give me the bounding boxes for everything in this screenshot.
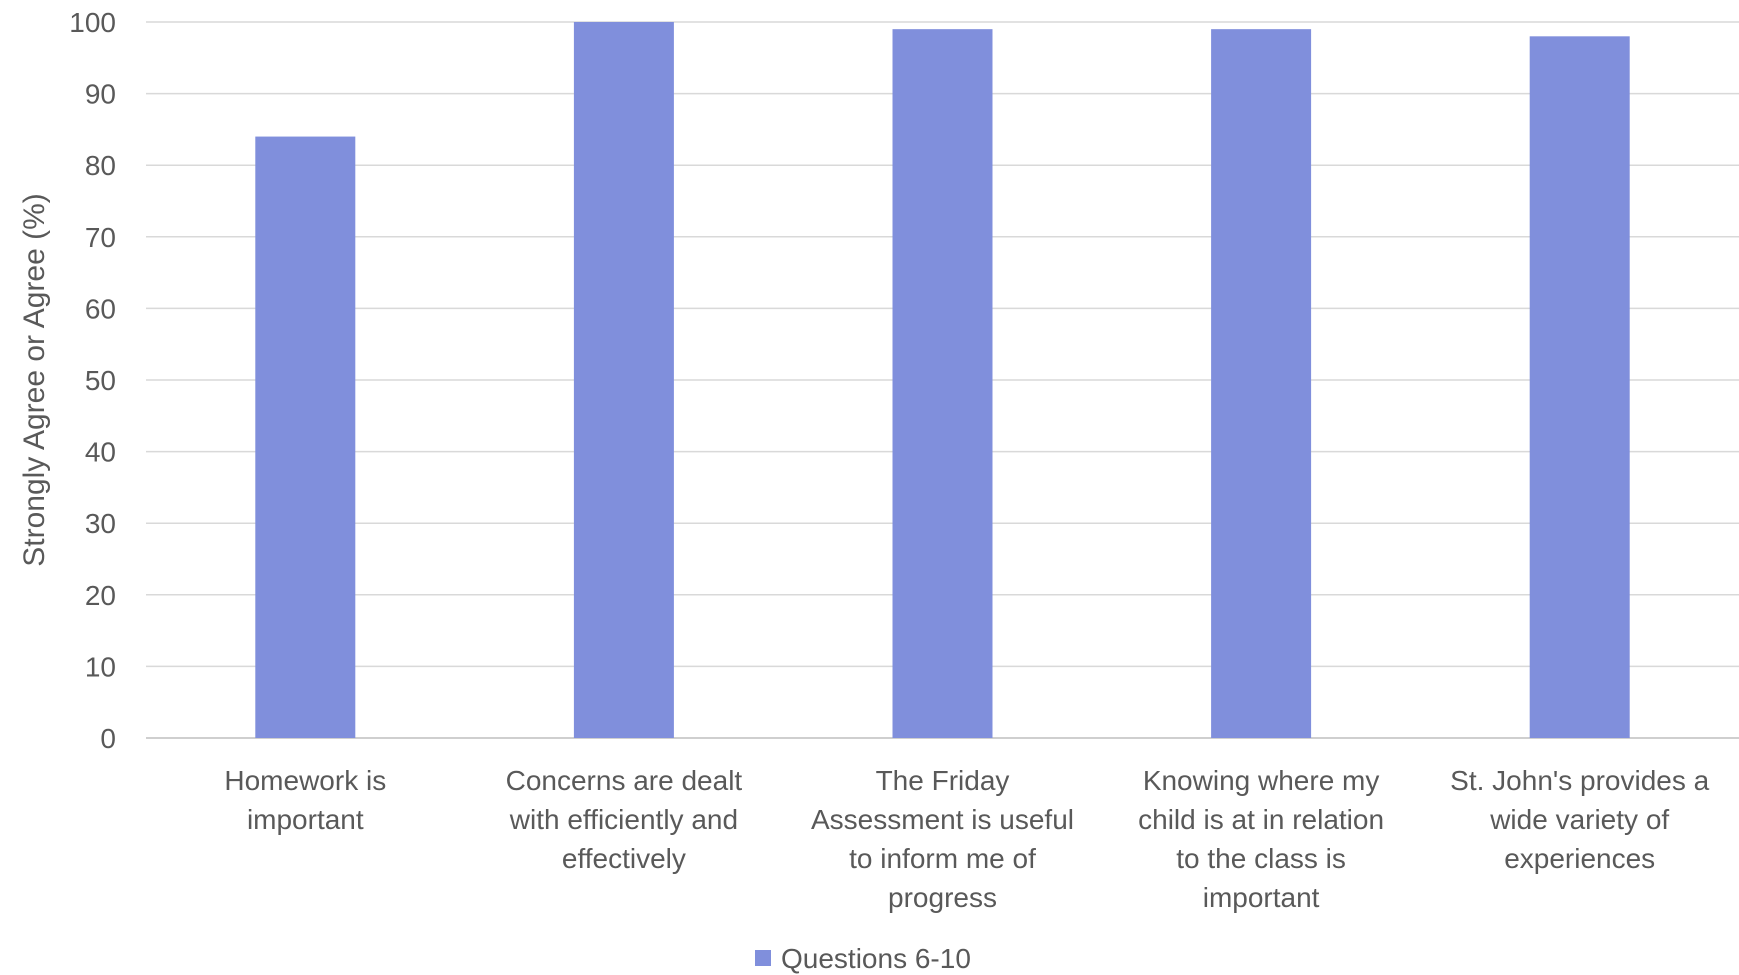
- x-category-label: Concerns are dealt with efficiently and ef…: [506, 765, 743, 874]
- y-tick-label: 50: [85, 365, 116, 396]
- legend-swatch: [755, 950, 771, 966]
- y-tick-label: 30: [85, 508, 116, 539]
- y-tick-label: 100: [69, 7, 116, 38]
- x-axis-categories: Homework is important Concerns are dealt wi…: [224, 765, 1709, 913]
- y-tick-label: 0: [100, 723, 116, 754]
- y-tick-label: 40: [85, 437, 116, 468]
- x-category-label: The Friday Assessment is useful to inform …: [811, 765, 1074, 913]
- bars: [255, 22, 1630, 739]
- y-tick-label: 90: [85, 79, 116, 110]
- y-tick-label: 60: [85, 293, 116, 324]
- x-category-label: Knowing where my child is at in relation t…: [1138, 765, 1384, 913]
- y-tick-label: 80: [85, 150, 116, 181]
- y-tick-label: 10: [85, 651, 116, 682]
- bar-1: [255, 136, 356, 738]
- legend-label: Questions 6-10: [781, 943, 971, 974]
- bar-4: [1211, 29, 1312, 739]
- y-axis-title: Strongly Agree or Agree (%): [18, 193, 51, 567]
- legend: Questions 6-10: [755, 943, 971, 974]
- y-axis-ticks: 0 10 20 30 40 50 60 70 80 90 100: [69, 7, 116, 754]
- x-category-label: Homework is important: [224, 765, 386, 835]
- y-tick-label: 20: [85, 580, 116, 611]
- bar-2: [573, 22, 674, 738]
- bar-5: [1529, 36, 1630, 738]
- x-category-label: St. John's provides a wide variety of expe…: [1450, 765, 1709, 874]
- bar-3: [892, 29, 993, 739]
- y-tick-label: 70: [85, 222, 116, 253]
